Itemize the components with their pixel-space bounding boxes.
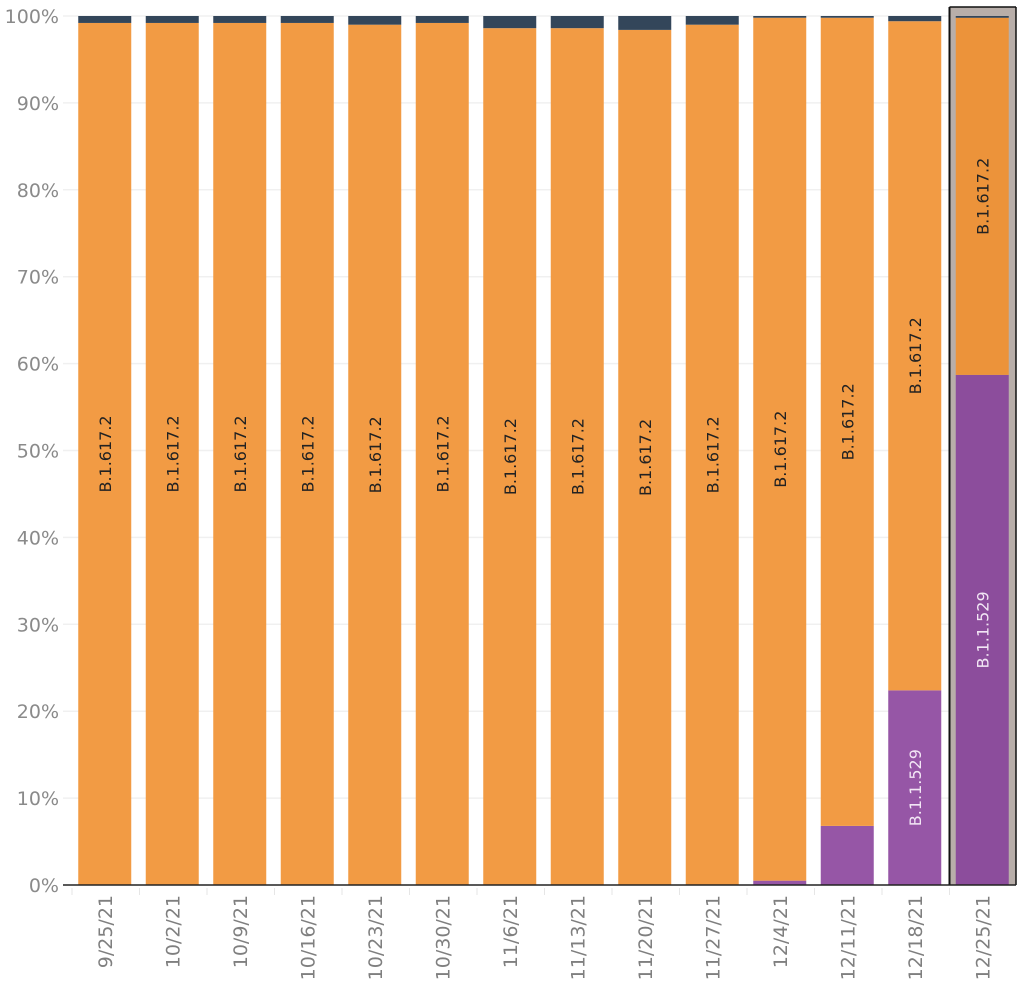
segment-label: B.1.617.2 <box>96 415 115 492</box>
x-tick-label: 10/16/21 <box>297 895 319 980</box>
bar-segment-b-1-617-2-10-16-21[interactable] <box>280 22 334 885</box>
bar-segment-other-12-4-21[interactable] <box>753 16 807 18</box>
x-tick-label: 10/2/21 <box>162 895 184 968</box>
bar-segment-b-1-617-2-10-30-21[interactable] <box>415 22 469 885</box>
bar-segment-other-12-18-21[interactable] <box>888 16 942 22</box>
x-tick-label: 10/23/21 <box>365 895 387 980</box>
segment-label: B.1.617.2 <box>636 419 655 496</box>
x-tick-label: 10/9/21 <box>230 895 252 968</box>
y-tick-label: 50% <box>17 441 59 463</box>
y-tick-label: 60% <box>17 354 59 376</box>
bar-segment-other-11-6-21[interactable] <box>483 16 537 29</box>
bar-segment-b-1-617-2-12-11-21[interactable] <box>820 17 874 826</box>
bar-segment-b-1-617-2-10-9-21[interactable] <box>213 22 267 885</box>
bar-segment-other-11-27-21[interactable] <box>685 16 739 25</box>
y-tick-label: 90% <box>17 93 59 115</box>
segment-label: B.1.617.2 <box>906 317 925 394</box>
bar-segment-b-1-617-2-12-25-21[interactable] <box>955 17 1009 375</box>
segment-label: B.1.617.2 <box>703 416 722 493</box>
y-tick-label: 0% <box>29 875 59 897</box>
segment-label: B.1.617.2 <box>433 415 452 492</box>
segment-label: B.1.617.2 <box>771 411 790 488</box>
bar-segment-b-1-617-2-10-2-21[interactable] <box>145 22 199 885</box>
y-tick-label: 30% <box>17 614 59 636</box>
y-tick-label: 70% <box>17 267 59 289</box>
bar-segment-other-10-2-21[interactable] <box>145 16 199 23</box>
segment-label: B.1.617.2 <box>366 416 385 493</box>
bar-segment-other-10-23-21[interactable] <box>348 16 402 25</box>
x-tick-label: 11/6/21 <box>500 895 522 968</box>
bar-segment-other-11-20-21[interactable] <box>618 16 672 30</box>
y-tick-label: 20% <box>17 701 59 723</box>
bar-segment-b-1-617-2-11-13-21[interactable] <box>550 28 604 885</box>
bar-segment-other-12-25-21[interactable] <box>955 16 1009 18</box>
segment-label: B.1.617.2 <box>973 158 992 235</box>
bar-segment-other-10-30-21[interactable] <box>415 16 469 23</box>
segment-label: B.1.617.2 <box>231 415 250 492</box>
x-tick-label: 10/30/21 <box>432 895 454 980</box>
bar-segment-b-1-617-2-11-6-21[interactable] <box>483 28 537 885</box>
bar-segment-b-1-1-529-12-4-21[interactable] <box>753 880 807 885</box>
x-tick-label: 11/27/21 <box>702 895 724 980</box>
bar-segment-other-12-11-21[interactable] <box>820 16 874 18</box>
segment-label: B.1.1.529 <box>906 749 925 826</box>
y-tick-label: 100% <box>5 6 59 28</box>
bar-segment-b-1-617-2-11-27-21[interactable] <box>685 24 739 885</box>
x-tick-label: 11/13/21 <box>567 895 589 980</box>
x-tick-label: 12/11/21 <box>837 895 859 980</box>
segment-label: B.1.617.2 <box>568 418 587 495</box>
bar-segment-b-1-617-2-12-4-21[interactable] <box>753 17 807 881</box>
x-tick-label: 11/20/21 <box>635 895 657 980</box>
x-axis: 9/25/21 10/2/21 10/9/21 10/16/21 10/23/21 10/… <box>63 884 1016 980</box>
x-tick-label: 9/25/21 <box>95 895 117 968</box>
bar-segment-b-1-1-529-12-25-21[interactable] <box>955 374 1009 885</box>
y-tick-label: 80% <box>17 180 59 202</box>
segment-label: B.1.1.529 <box>973 591 992 668</box>
segment-labels: B.1.617.2 B.1.617.2 B.1.617.2 B.1.617.2 B.1.… <box>96 158 993 826</box>
segment-label: B.1.617.2 <box>298 415 317 492</box>
bars <box>78 16 1009 886</box>
bar-segment-b-1-617-2-12-18-21[interactable] <box>888 21 942 691</box>
y-tick-label: 40% <box>17 527 59 549</box>
x-tick-label: 12/25/21 <box>972 895 994 980</box>
segment-label: B.1.617.2 <box>163 415 182 492</box>
y-tick-label: 10% <box>17 788 59 810</box>
x-tick-label: 12/18/21 <box>905 895 927 980</box>
y-axis: 0% 10% 20% 30% 40% 50% 60% 70% 80% 90% 100% <box>5 6 59 897</box>
bar-segment-other-10-9-21[interactable] <box>213 16 267 23</box>
segment-label: B.1.617.2 <box>501 418 520 495</box>
bar-segment-b-1-1-529-12-18-21[interactable] <box>888 690 942 885</box>
bar-segment-b-1-617-2-10-23-21[interactable] <box>348 24 402 885</box>
bar-segment-other-9-25-21[interactable] <box>78 16 132 23</box>
bar-segment-b-1-617-2-11-20-21[interactable] <box>618 29 672 886</box>
bar-segment-other-10-16-21[interactable] <box>280 16 334 23</box>
segment-label: B.1.617.2 <box>838 383 857 460</box>
bar-segment-b-1-1-529-12-11-21[interactable] <box>820 825 874 885</box>
x-tick-label: 12/4/21 <box>770 895 792 968</box>
bar-segment-other-11-13-21[interactable] <box>550 16 604 29</box>
bar-segment-b-1-617-2-9-25-21[interactable] <box>78 22 132 885</box>
